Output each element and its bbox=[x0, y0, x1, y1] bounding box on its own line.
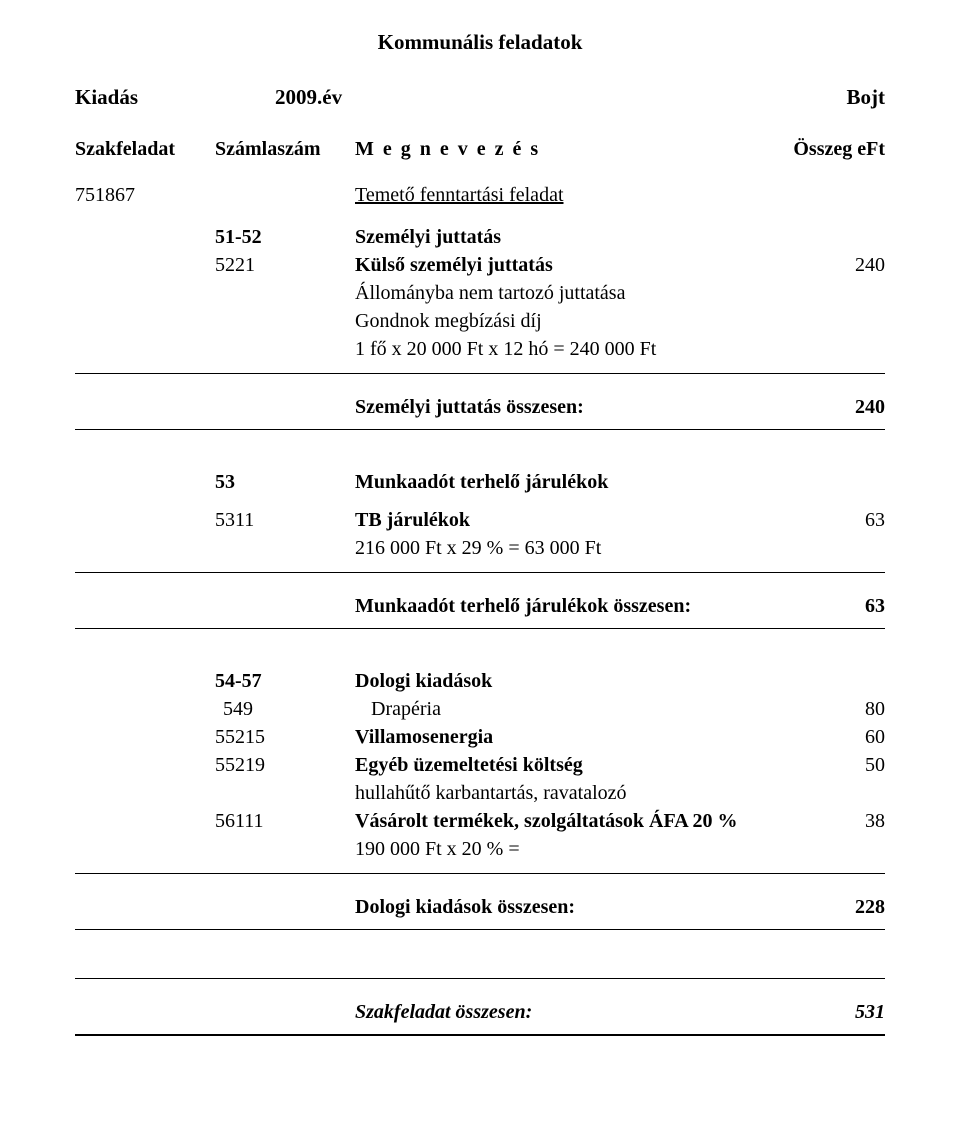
divider bbox=[75, 978, 885, 979]
section-title-row: 751867 Temető fenntartási feladat bbox=[75, 181, 885, 209]
total-row: Szakfeladat összesen: 531 bbox=[75, 1001, 885, 1024]
table-row: 55215 Villamosenergia 60 bbox=[75, 723, 885, 751]
table-row: hullahűtő karbantartás, ravatalozó bbox=[75, 779, 885, 807]
page-title: Kommunális feladatok bbox=[75, 30, 885, 55]
header-mid: 2009.év bbox=[275, 85, 805, 110]
col-szamlaszam: Számlaszám bbox=[215, 138, 355, 161]
row-num: 55219 bbox=[215, 751, 355, 779]
divider bbox=[75, 572, 885, 573]
row-num: 51-52 bbox=[215, 223, 355, 251]
row-num: 5221 bbox=[215, 251, 355, 279]
table-row: 56111 Vásárolt termékek, szolgáltatások … bbox=[75, 807, 885, 835]
divider bbox=[75, 873, 885, 874]
subtotal-amount: 228 bbox=[805, 896, 885, 919]
row-label: 190 000 Ft x 20 % = bbox=[355, 835, 805, 863]
table-row: Állományba nem tartozó juttatása bbox=[75, 279, 885, 307]
subtotal-row: Dologi kiadások összesen: 228 bbox=[75, 896, 885, 919]
divider bbox=[75, 628, 885, 629]
row-amount: 60 bbox=[805, 723, 885, 751]
subtotal-row: Személyi juttatás összesen: 240 bbox=[75, 396, 885, 419]
table-row: 549 Drapéria 80 bbox=[75, 695, 885, 723]
row-num: 549 bbox=[215, 695, 363, 723]
table-row: 55219 Egyéb üzemeltetési költség 50 bbox=[75, 751, 885, 779]
table-row: 216 000 Ft x 29 % = 63 000 Ft bbox=[75, 534, 885, 562]
row-label: Személyi juttatás bbox=[355, 223, 805, 251]
col-megnevezes: M e g n e v e z é s bbox=[355, 138, 725, 161]
row-num: 56111 bbox=[215, 807, 355, 835]
row-amount: 63 bbox=[805, 506, 885, 534]
subtotal-label: Dologi kiadások összesen: bbox=[355, 896, 805, 919]
section-title: Temető fenntartási feladat bbox=[355, 181, 805, 209]
row-num: 54-57 bbox=[215, 667, 355, 695]
divider bbox=[75, 929, 885, 930]
col-osszeg: Összeg eFt bbox=[725, 138, 885, 161]
row-label: Dologi kiadások bbox=[355, 667, 805, 695]
table-row: 53 Munkaadót terhelő járulékok bbox=[75, 468, 885, 496]
row-amount: 80 bbox=[805, 695, 885, 723]
row-amount: 240 bbox=[805, 251, 885, 279]
col-szakfeladat: Szakfeladat bbox=[75, 138, 215, 161]
page: Kommunális feladatok Kiadás 2009.év Bojt… bbox=[0, 0, 960, 1121]
header-row: Kiadás 2009.év Bojt bbox=[75, 85, 885, 110]
row-num: 55215 bbox=[215, 723, 355, 751]
total-label: Szakfeladat összesen: bbox=[355, 1001, 805, 1024]
table-row: 1 fő x 20 000 Ft x 12 hó = 240 000 Ft bbox=[75, 335, 885, 363]
divider bbox=[75, 429, 885, 430]
table-row: 51-52 Személyi juttatás bbox=[75, 223, 885, 251]
row-label: Egyéb üzemeltetési költség bbox=[355, 751, 805, 779]
row-label: hullahűtő karbantartás, ravatalozó bbox=[355, 779, 805, 807]
table-row: 54-57 Dologi kiadások bbox=[75, 667, 885, 695]
total-amount: 531 bbox=[805, 1001, 885, 1024]
header-left: Kiadás bbox=[75, 85, 275, 110]
row-label: Gondnok megbízási díj bbox=[355, 307, 805, 335]
row-amount: 38 bbox=[805, 807, 885, 835]
row-label: TB járulékok bbox=[355, 506, 805, 534]
subtotal-amount: 240 bbox=[805, 396, 885, 419]
row-label: Vásárolt termékek, szolgáltatások ÁFA 20… bbox=[355, 807, 805, 835]
divider bbox=[75, 1034, 885, 1036]
row-amount: 50 bbox=[805, 751, 885, 779]
row-num: 5311 bbox=[215, 506, 355, 534]
szakfeladat-code: 751867 bbox=[75, 181, 215, 209]
row-label: 216 000 Ft x 29 % = 63 000 Ft bbox=[355, 534, 805, 562]
row-label: Munkaadót terhelő járulékok bbox=[355, 468, 805, 496]
header-right: Bojt bbox=[805, 85, 885, 110]
subtotal-label: Munkaadót terhelő járulékok összesen: bbox=[355, 595, 805, 618]
row-label: Drapéria bbox=[363, 695, 805, 723]
row-label: 1 fő x 20 000 Ft x 12 hó = 240 000 Ft bbox=[355, 335, 805, 363]
column-headers: Szakfeladat Számlaszám M e g n e v e z é… bbox=[75, 138, 885, 161]
row-label: Külső személyi juttatás bbox=[355, 251, 805, 279]
subtotal-amount: 63 bbox=[805, 595, 885, 618]
divider bbox=[75, 373, 885, 374]
table-row: 190 000 Ft x 20 % = bbox=[75, 835, 885, 863]
table-row: Gondnok megbízási díj bbox=[75, 307, 885, 335]
row-label: Állományba nem tartozó juttatása bbox=[355, 279, 805, 307]
table-row: 5311 TB járulékok 63 bbox=[75, 506, 885, 534]
row-num: 53 bbox=[215, 468, 355, 496]
table-row: 5221 Külső személyi juttatás 240 bbox=[75, 251, 885, 279]
row-label: Villamosenergia bbox=[355, 723, 805, 751]
subtotal-row: Munkaadót terhelő járulékok összesen: 63 bbox=[75, 595, 885, 618]
subtotal-label: Személyi juttatás összesen: bbox=[355, 396, 805, 419]
